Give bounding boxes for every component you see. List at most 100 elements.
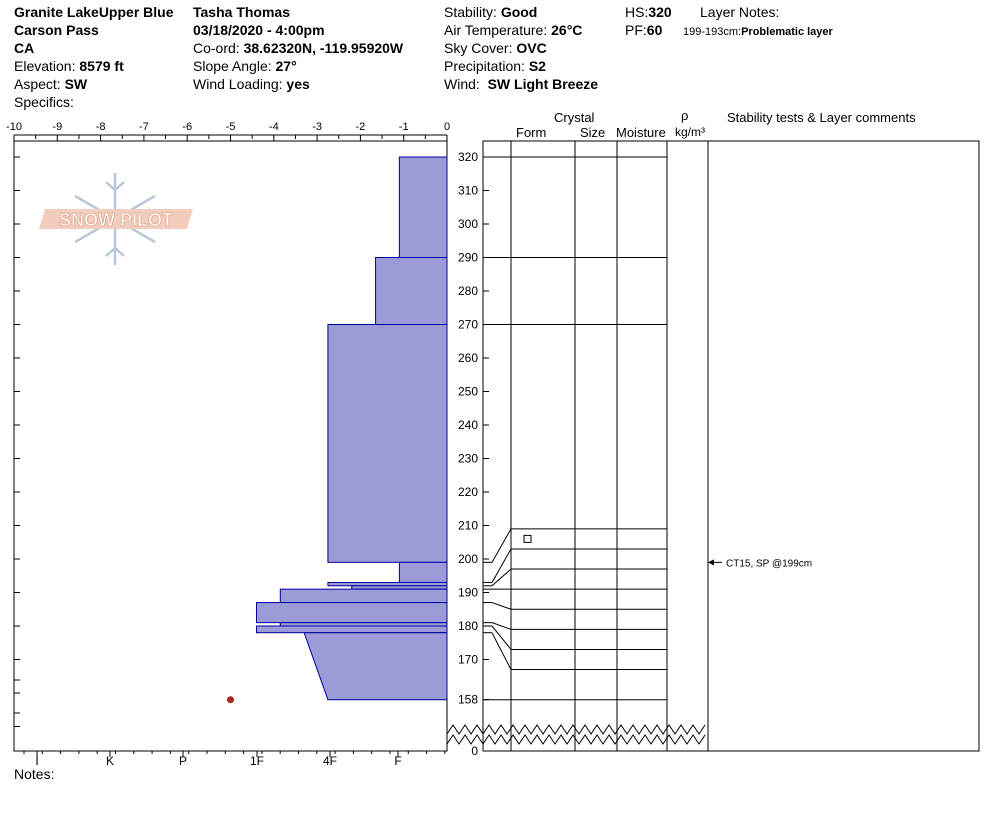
depth-label: 210 [458,519,478,533]
depth-label: 320 [458,150,478,164]
hardness-layer-9 [255,625,448,634]
depth-label: 0 [471,744,478,758]
area-name: Carson Pass [14,22,99,38]
temperature-tick-label: -1 [399,121,409,133]
state-name: CA [14,40,35,56]
date-time: 03/18/2020 - 4:00pm [193,22,325,38]
temperature-tick-label: 0 [444,121,450,133]
hardness-layer-3 [398,561,448,583]
connector-line [491,548,512,583]
temperature-tick-label: -5 [226,121,236,133]
depth-label: 310 [458,184,478,198]
hardness-layers [227,156,448,704]
air-temperature: Air Temperature: 26°C [444,22,583,38]
crystal-grid [446,140,709,752]
temperature-point-0 [227,696,234,704]
form-header: Form [516,125,547,140]
stability-test-label: CT15, SP @199cm [726,558,812,569]
hardness-axis: I K P 1F 4F F [23,751,446,768]
axis-break [446,724,706,735]
sky-cover: Sky Cover: OVC [444,40,547,56]
hardness-layer-1 [375,257,448,325]
density-rho: ρ [681,108,689,123]
elevation: Elevation: 8579 ft [14,58,124,74]
temperature-tick-label: -3 [312,121,322,133]
stability-comments-frame [707,140,980,752]
hardness-tick-label: 4F [323,754,337,768]
arrow-head-icon [708,559,714,566]
depth-label: 240 [458,418,478,432]
snowpilot-logo: SNOW PILOT [39,173,193,265]
temperature-tick-label: -10 [6,121,22,133]
layer-notes-label: Layer Notes: [700,4,780,20]
crystal-header: Crystal [554,110,595,125]
connector-line [491,568,512,587]
connector-line [491,622,512,630]
hardness-tick-label: K [106,754,114,768]
depth-label: 270 [458,318,478,332]
depth-label: 280 [458,284,478,298]
coordinates: Co-ord: 38.62320N, -119.95920W [193,40,404,56]
logo-band [39,209,193,229]
temperature-tick-label: -2 [356,121,366,133]
slope-angle: Slope Angle: 27° [193,58,297,74]
depth-label: 170 [458,653,478,667]
stability: Stability: Good [444,4,538,20]
stability-tests: CT15, SP @199cm [708,558,812,569]
hs: HS:320 [625,4,672,20]
depth-label: 290 [458,251,478,265]
observer-name: Tasha Thomas [193,4,290,20]
hardness-tick-label: F [394,754,401,768]
notes-label: Notes: [14,766,55,782]
depth-label: 220 [458,485,478,499]
wind: Wind: SW Light Breeze [444,76,599,92]
precipitation: Precipitation: S2 [444,58,546,74]
connector-line [491,625,512,650]
specifics: Specifics: [14,94,74,110]
depth-label: 190 [458,586,478,600]
hardness-layer-4 [327,581,448,587]
connector-line [491,602,512,610]
logo-text: SNOW PILOT [59,210,173,230]
location-title: Granite LakeUpper Blue [14,4,174,20]
depth-axis: 320 310 300 290 280 270 260 250 240 230 220 210 200 1… [458,141,489,758]
density-unit: kg/m³ [675,125,705,139]
depth-label: 200 [458,552,478,566]
moisture-header: Moisture [616,125,666,140]
axis-break [446,734,706,745]
hardness-layer-6 [279,588,448,604]
depth-label: 158 [458,693,478,707]
depth-label: 250 [458,385,478,399]
temperature-axis: -10 -9 -8 -7 -6 -5 -4 -3 -2 -1 0 [6,121,450,141]
faceted-crystal-icon [523,534,532,543]
hardness-tick-label: I [35,754,38,768]
pf: PF:60 [625,22,663,38]
depth-label: 180 [458,619,478,633]
hardness-tick-label: P [179,754,187,768]
hardness-layer-8 [279,622,448,627]
aspect: Aspect: SW [14,76,88,92]
temperature-tick-label: -4 [269,121,279,133]
temperature-tick-label: -6 [182,121,192,133]
temperature-tick-label: -8 [96,121,106,133]
wind-loading: Wind Loading: yes [193,76,310,92]
connector-line [491,632,512,670]
crystal-frame [482,140,709,752]
temperature-tick-label: -9 [52,121,62,133]
temperature-tick-label: -7 [139,121,149,133]
hardness-layer-5 [351,585,448,590]
hardness-layer-2 [327,324,448,563]
left-depth-ticks [14,156,20,727]
depth-label: 230 [458,452,478,466]
size-header: Size [580,125,606,140]
depth-label: 260 [458,351,478,365]
hardness-layer-0 [398,156,448,258]
depth-label: 300 [458,217,478,231]
hardness-layer-7 [255,602,448,624]
layer-note: 199-193cm:Problematic layer [683,26,833,38]
hardness-tick-label: 1F [250,754,264,768]
hardness-layer-10 [303,632,448,701]
connector-line [491,528,512,563]
stability-comments-header: Stability tests & Layer comments [727,110,916,125]
